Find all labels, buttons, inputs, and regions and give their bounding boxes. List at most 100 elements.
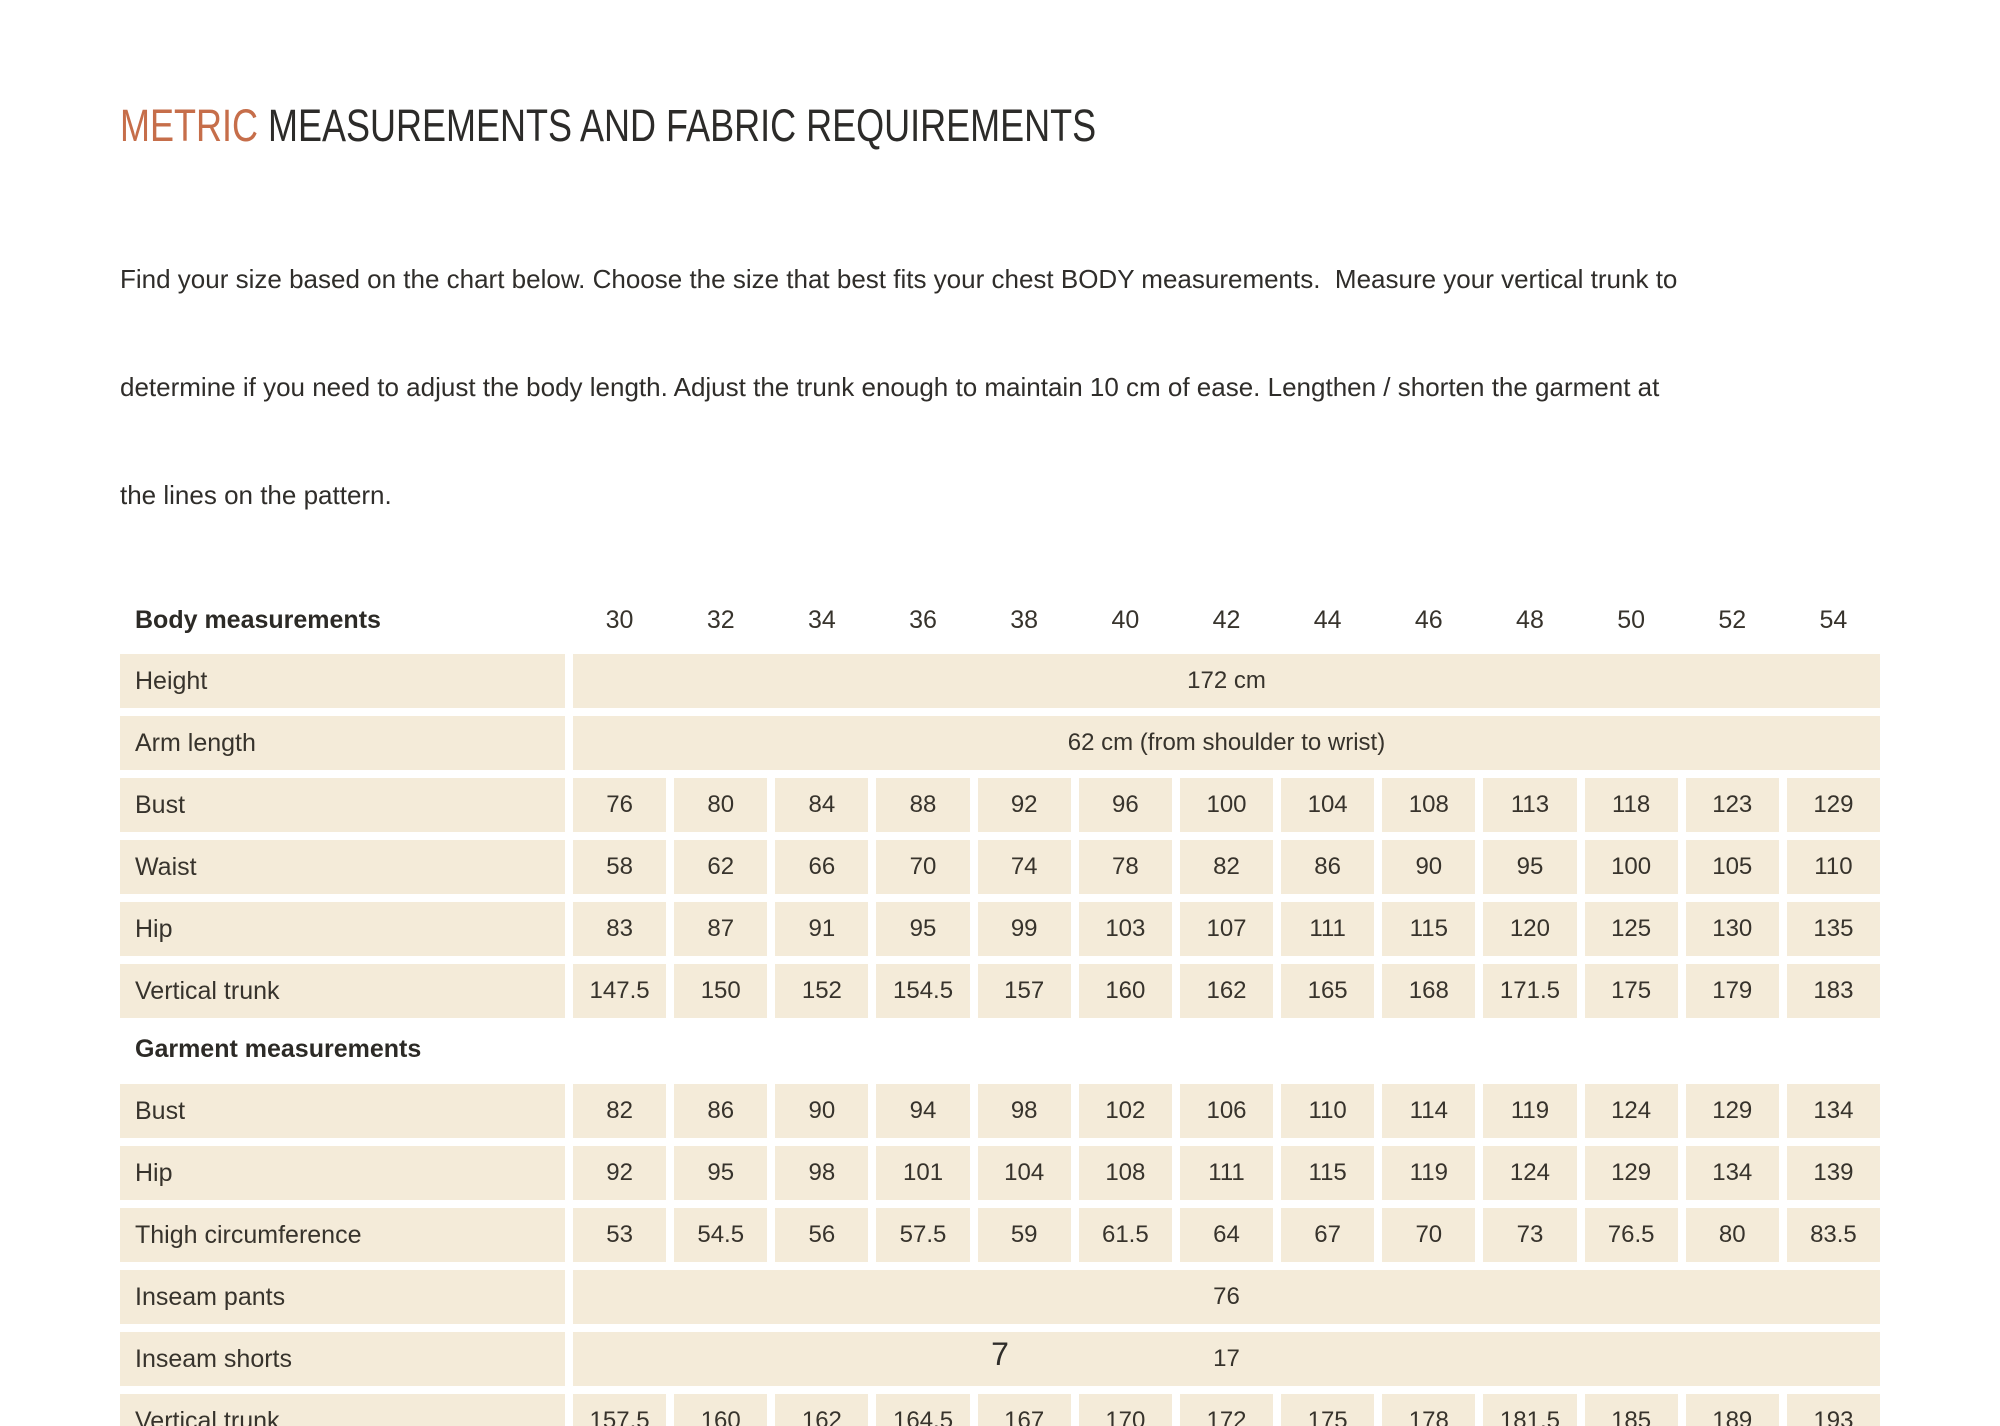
cell-value: 94 — [876, 1084, 970, 1139]
cell-value: 123 — [1685, 778, 1779, 833]
cell-value: 67 — [1281, 1208, 1375, 1263]
size-column-header: 46 — [1414, 605, 1443, 634]
cell-value: 119 — [1382, 1146, 1476, 1201]
table-row: Bust 82 86 90 94 98 102 106 110 114 119 124 129 134 — [120, 1084, 1880, 1139]
cell-value: 59 — [977, 1208, 1071, 1263]
size-column-header: 50 — [1617, 605, 1646, 634]
row-label: Height — [120, 654, 565, 709]
cell-value: 154.5 — [876, 964, 970, 1019]
row-label: Arm length — [120, 716, 565, 771]
row-label: Waist — [120, 840, 565, 895]
cell-value: 108 — [1382, 778, 1476, 833]
cell-value: 92 — [573, 1146, 667, 1201]
cell-value: 129 — [1786, 778, 1880, 833]
cell-value: 78 — [1078, 840, 1172, 895]
cell-value: 113 — [1483, 778, 1577, 833]
cell-value: 106 — [1179, 1084, 1274, 1139]
table-row: Vertical trunk 157.5 160 162 164.5 167 170 172 1… — [120, 1394, 1880, 1426]
cell-value: 104 — [977, 1146, 1071, 1201]
cell-value: 54.5 — [674, 1208, 768, 1263]
cell-value: 98 — [977, 1084, 1071, 1139]
cell-value: 82 — [573, 1084, 667, 1139]
cell-value: 152 — [775, 964, 869, 1019]
cell-value: 95 — [674, 1146, 768, 1201]
table-row: Hip 92 95 98 101 104 108 111 115 119 124 129 134 139 — [120, 1146, 1880, 1201]
cell-value: 135 — [1786, 902, 1880, 957]
cell-value: 175 — [1584, 964, 1678, 1019]
cell-value: 95 — [1483, 840, 1577, 895]
cell-value: 90 — [1382, 840, 1476, 895]
cell-value: 115 — [1281, 1146, 1375, 1201]
cell-value: 171.5 — [1483, 964, 1577, 1019]
cell-value: 104 — [1281, 778, 1375, 833]
page-title-accent: METRIC — [120, 100, 258, 152]
intro-paragraph: Find your size based on the chart below.… — [120, 189, 1880, 585]
cell-value: 147.5 — [573, 964, 667, 1019]
cell-value: 88 — [876, 778, 970, 833]
size-column-header: 48 — [1516, 605, 1544, 634]
cell-value: 193 — [1786, 1394, 1880, 1426]
cell-value: 189 — [1685, 1394, 1779, 1426]
cell-value: 80 — [1685, 1208, 1779, 1263]
table-header-row: Body measurements 30 32 34 36 38 40 42 44 46 48 50 5… — [120, 598, 1880, 642]
cell-value: 124 — [1483, 1146, 1577, 1201]
size-column-header: 54 — [1819, 605, 1848, 634]
cell-value: 92 — [977, 778, 1071, 833]
cell-value: 118 — [1584, 778, 1678, 833]
cell-value: 98 — [775, 1146, 869, 1201]
table-row: Hip 83 87 91 95 99 103 107 111 115 120 125 130 135 — [120, 902, 1880, 957]
table-row: Waist 58 62 66 70 74 78 82 86 90 95 100 105 110 — [120, 840, 1880, 895]
cell-value: 175 — [1281, 1394, 1375, 1426]
cell-value: 95 — [876, 902, 970, 957]
page-number: 7 — [991, 1336, 1009, 1372]
cell-value: 61.5 — [1078, 1208, 1172, 1263]
cell-value: 129 — [1685, 1084, 1779, 1139]
cell-value: 115 — [1382, 902, 1476, 957]
cell-value: 102 — [1078, 1084, 1172, 1139]
cell-value: 114 — [1382, 1084, 1476, 1139]
cell-value: 170 — [1078, 1394, 1172, 1426]
cell-value: 62 — [674, 840, 768, 895]
cell-value: 99 — [977, 902, 1071, 957]
cell-value: 183 — [1786, 964, 1880, 1019]
cell-value: 164.5 — [876, 1394, 970, 1426]
cell-value: 83 — [573, 902, 667, 957]
cell-value: 56 — [775, 1208, 869, 1263]
cell-value: 57.5 — [876, 1208, 970, 1263]
cell-value: 76 — [573, 778, 667, 833]
cell-value: 58 — [573, 840, 667, 895]
size-column-header: 40 — [1111, 605, 1140, 634]
cell-value: 157.5 — [573, 1394, 667, 1426]
cell-value: 70 — [1382, 1208, 1476, 1263]
cell-value: 96 — [1078, 778, 1172, 833]
cell-value: 179 — [1685, 964, 1779, 1019]
cell-value: 129 — [1584, 1146, 1678, 1201]
cell-value: 82 — [1179, 840, 1274, 895]
intro-line: the lines on the pattern. — [120, 480, 392, 511]
cell-value: 168 — [1382, 964, 1476, 1019]
cell-value: 119 — [1483, 1084, 1577, 1139]
cell-value: 101 — [876, 1146, 970, 1201]
cell-value: 130 — [1685, 902, 1779, 957]
cell-value: 111 — [1179, 1146, 1274, 1201]
cell-value: 107 — [1179, 902, 1274, 957]
cell-value: 64 — [1179, 1208, 1274, 1263]
cell-value: 17 — [573, 1332, 1880, 1387]
cell-value: 134 — [1786, 1084, 1880, 1139]
cell-value: 100 — [1584, 840, 1678, 895]
row-label: Vertical trunk — [120, 964, 565, 1019]
table-row: Vertical trunk 147.5 150 152 154.5 157 160 162 1… — [120, 964, 1880, 1019]
cell-value: 84 — [775, 778, 869, 833]
cell-value: 76 — [573, 1270, 1880, 1325]
page-title-rest: MEASUREMENTS AND FABRIC REQUIREMENTS — [258, 100, 1097, 152]
cell-value: 100 — [1179, 778, 1274, 833]
cell-value: 108 — [1078, 1146, 1172, 1201]
size-column-header: 34 — [807, 605, 836, 634]
cell-value: 86 — [1281, 840, 1375, 895]
cell-value: 160 — [674, 1394, 768, 1426]
cell-value: 150 — [674, 964, 768, 1019]
cell-value: 181.5 — [1483, 1394, 1577, 1426]
table-row: Arm length 62 cm (from shoulder to wrist) — [120, 716, 1880, 771]
size-column-header: 52 — [1718, 605, 1747, 634]
